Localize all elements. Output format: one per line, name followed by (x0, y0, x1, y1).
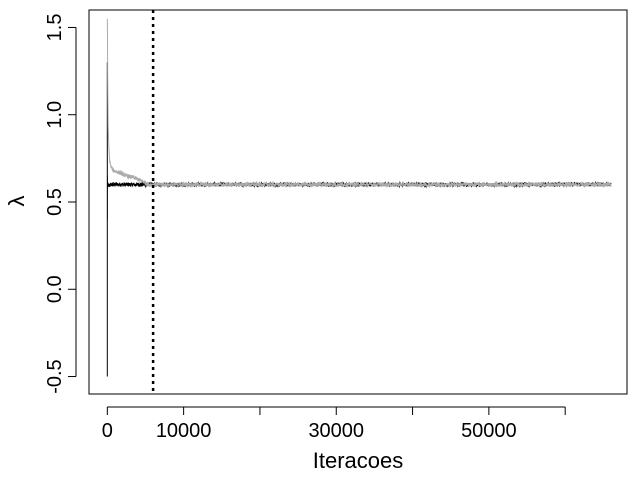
y-tick-label: -0.5 (44, 359, 66, 393)
x-tick-label: 0 (102, 420, 113, 442)
series-chain-2 (106, 18, 612, 189)
y-axis-label: λ (4, 196, 29, 207)
x-axis-label: Iteracoes (313, 448, 404, 473)
y-tick-label: 1.0 (44, 101, 66, 129)
x-tick-label: 10000 (156, 420, 212, 442)
y-tick-label: 0.5 (44, 188, 66, 216)
x-tick-label: 30000 (308, 420, 364, 442)
y-tick-label: 1.5 (44, 14, 66, 42)
x-axis: 0 10000 30000 50000 (102, 406, 566, 442)
x-tick-label: 50000 (461, 420, 517, 442)
plot-box (88, 9, 628, 395)
series-layer (106, 18, 612, 377)
y-tick-label: 0.0 (44, 275, 66, 303)
y-axis: -0.5 0.0 0.5 1.0 1.5 (44, 14, 77, 394)
